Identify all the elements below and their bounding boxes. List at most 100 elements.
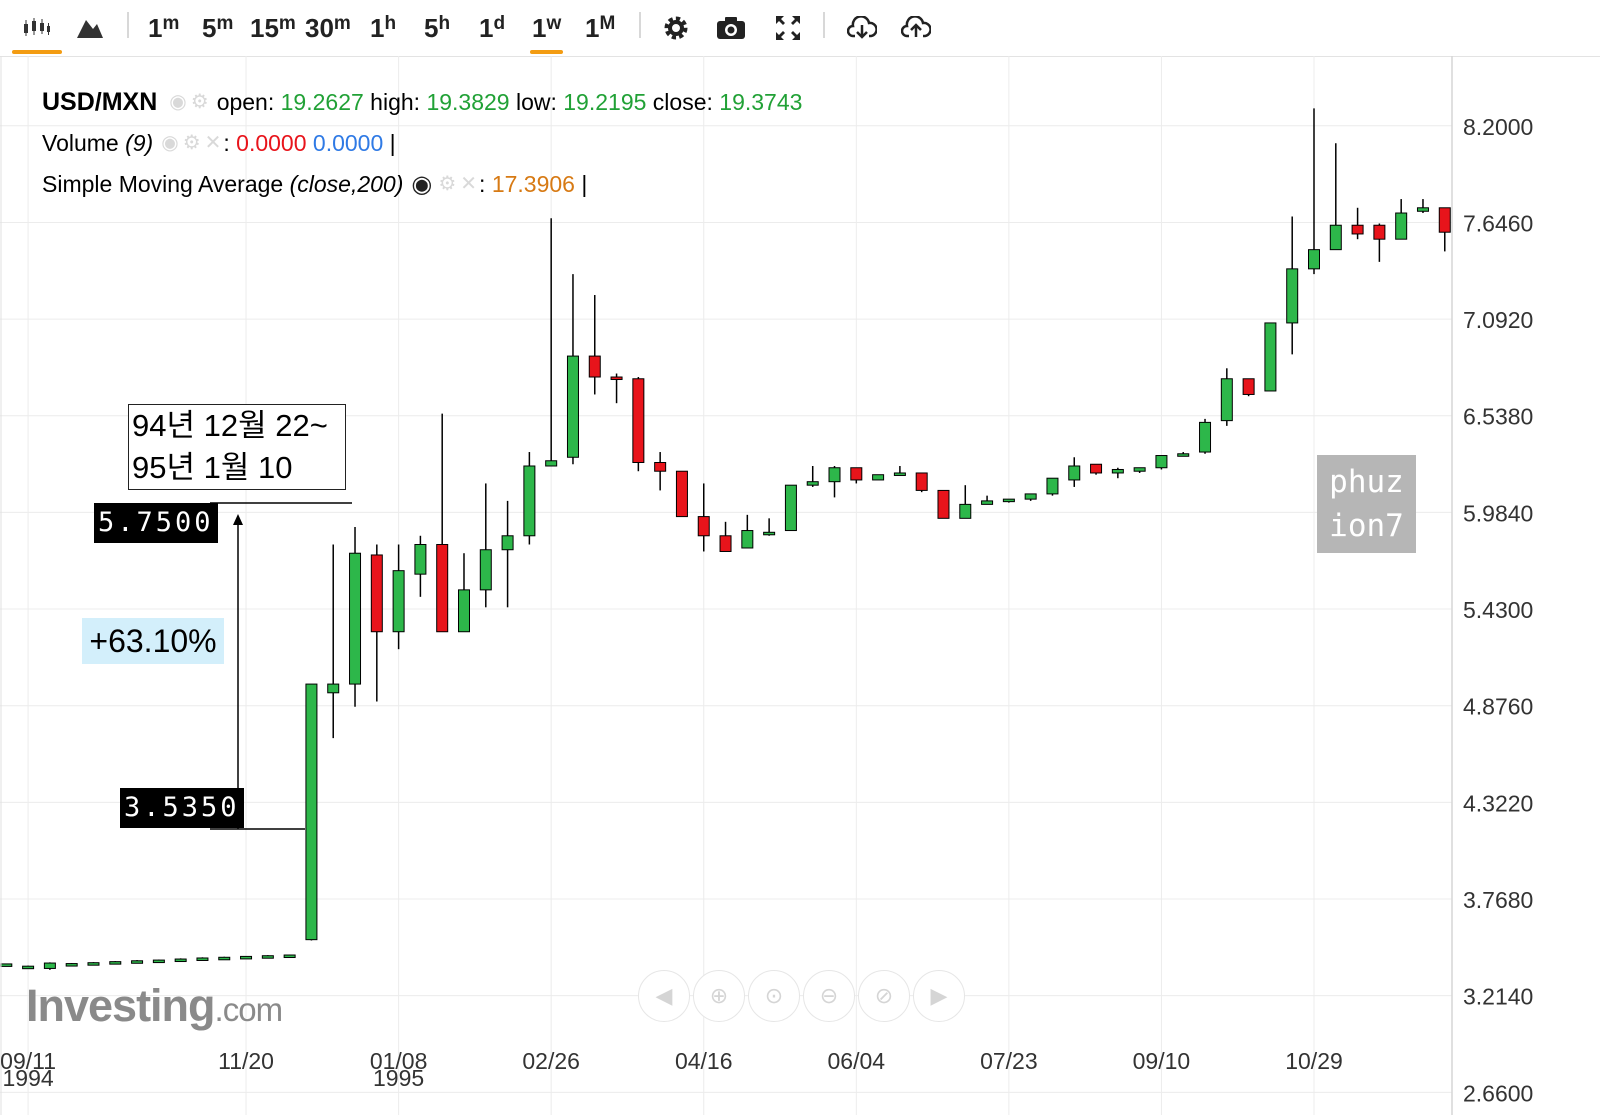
interval-unit: w	[546, 13, 562, 34]
logo-suffix: .com	[214, 991, 284, 1028]
watermark-line-1: phuz	[1329, 464, 1404, 500]
period-note[interactable]: 94년 12월 22~ 95년 1월 10	[128, 404, 346, 490]
zoom-reset-icon[interactable]: ⊙	[748, 970, 800, 1022]
candle-body	[283, 954, 296, 959]
candle	[915, 472, 928, 493]
eye-icon[interactable]: ◉	[161, 132, 179, 154]
candle	[457, 553, 470, 633]
interval-30m-button[interactable]: 30 m	[303, 8, 353, 48]
interval-number: 30	[305, 12, 334, 43]
candle-body	[763, 531, 776, 536]
zoom-fit-icon[interactable]: ⊘	[858, 970, 910, 1022]
time-tick-label: 10/29	[1285, 1048, 1343, 1074]
candlestick-icon[interactable]	[12, 8, 62, 54]
candle	[414, 535, 427, 597]
candle-body	[1002, 498, 1015, 503]
gear-icon[interactable]	[658, 8, 694, 48]
candle-body	[1373, 224, 1386, 240]
candle-body	[1046, 477, 1059, 495]
candle-body	[0, 963, 13, 967]
area-chart-icon[interactable]	[72, 8, 108, 48]
candle	[0, 963, 13, 967]
candle	[1133, 467, 1146, 473]
upload-icon[interactable]	[898, 8, 934, 48]
scroll-right-icon[interactable]: ▶	[913, 970, 965, 1022]
sma-separator: :	[479, 171, 486, 197]
price-tick-label: 2.6600	[1463, 1080, 1533, 1106]
high-price-tag[interactable]: 5.7500	[94, 503, 218, 543]
logo-main: Investing	[26, 980, 216, 1031]
candle-body	[436, 544, 449, 633]
candle-series	[0, 108, 1451, 970]
candle-body	[1111, 468, 1124, 474]
zoom-out-icon[interactable]: ⊖	[803, 970, 855, 1022]
percent-change-label[interactable]: +63.10%	[82, 618, 224, 664]
download-icon[interactable]	[844, 8, 880, 48]
candle-body	[872, 474, 885, 481]
ohlc-legend-row: USD/MXN ◉ ⚙ open: 19.2627 high: 19.3829 …	[42, 82, 802, 123]
fullscreen-icon[interactable]	[770, 8, 806, 48]
zoom-in-icon[interactable]: ⊕	[693, 970, 745, 1022]
candle-body	[1199, 421, 1212, 453]
candle	[588, 295, 601, 395]
close-icon[interactable]: ✕	[204, 132, 222, 154]
low-price-tag[interactable]: 3.5350	[120, 788, 244, 828]
candle-body	[414, 544, 427, 575]
candle	[763, 518, 776, 536]
measure-arrowhead	[233, 514, 243, 525]
candle-body	[349, 552, 362, 685]
candle	[697, 483, 710, 552]
sma-pipe: |	[581, 171, 588, 197]
candle-body	[1068, 465, 1081, 481]
candle-body	[218, 956, 231, 961]
interval-unit: m	[216, 13, 234, 34]
interval-unit: h	[438, 13, 451, 34]
volume-separator: :	[223, 130, 230, 156]
time-tick-sublabel: 1994	[3, 1065, 54, 1091]
close-icon[interactable]: ✕	[460, 173, 478, 195]
price-tick-label: 8.2000	[1463, 114, 1533, 140]
candle-body	[479, 549, 492, 591]
time-tick-label: 07/23	[980, 1048, 1038, 1074]
candle	[218, 956, 231, 961]
eye-icon[interactable]: ◉	[169, 91, 187, 113]
candle-body	[610, 376, 623, 381]
sma-legend-row: Simple Moving Average (close,200) ◉ ⚙ ✕ …	[42, 164, 802, 205]
candle	[392, 544, 405, 650]
camera-icon[interactable]	[713, 8, 749, 48]
chart-grid	[0, 56, 1452, 1115]
candle	[850, 467, 863, 484]
candle-body	[327, 683, 340, 694]
measure-tool	[210, 502, 352, 830]
gear-small-icon[interactable]: ⚙	[182, 132, 201, 154]
candle	[937, 489, 950, 519]
price-chart[interactable]: 8.2000 7.6460 7.0920 6.5380 5.9840 5.4300 4.87…	[0, 56, 1600, 1115]
interval-number: 1	[585, 12, 600, 43]
candle	[1373, 223, 1386, 262]
candle-body	[1090, 463, 1103, 474]
candle-body	[1242, 378, 1255, 395]
candle-body	[784, 484, 797, 532]
interval-unit: m	[278, 13, 296, 34]
symbol-label: USD/MXN	[42, 88, 158, 116]
eye-icon[interactable]: ◉	[411, 171, 433, 198]
period-line-1: 94년 12월 22~	[132, 408, 328, 443]
candle-body	[719, 535, 732, 552]
gear-small-icon[interactable]: ⚙	[190, 91, 209, 113]
scroll-left-icon[interactable]: ◀	[638, 970, 690, 1022]
interval-number: 1	[532, 12, 547, 43]
interval-15m-button[interactable]: 15 m	[248, 8, 298, 48]
close-value: 19.3743	[719, 89, 803, 115]
candle-body	[261, 955, 274, 959]
candle	[1002, 498, 1015, 503]
interval-number: 1	[370, 12, 385, 43]
investing-logo: Investing.com	[26, 980, 284, 1032]
gear-small-icon[interactable]: ⚙	[438, 173, 457, 195]
